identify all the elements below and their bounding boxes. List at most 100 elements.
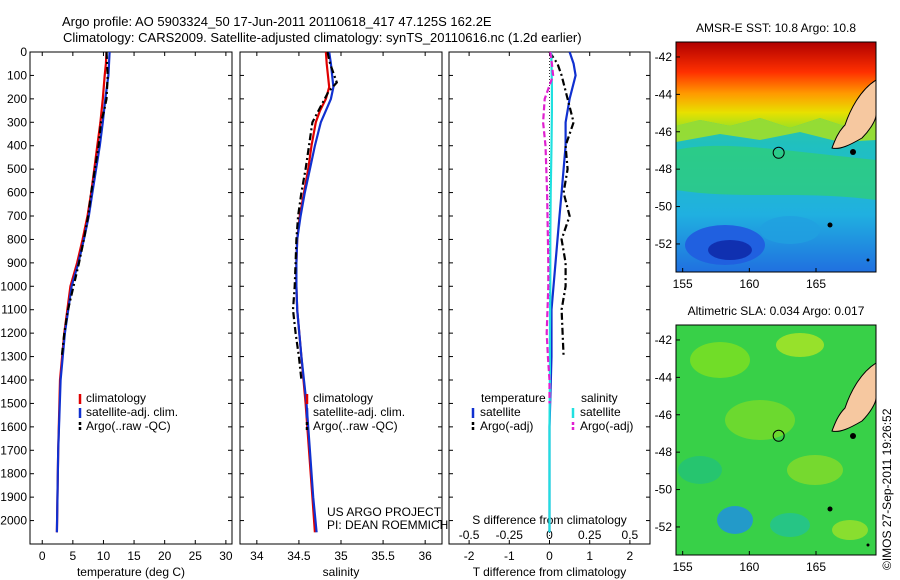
y-tick-label: 1300 [0, 350, 27, 364]
x2-tick-label: -0.25 [496, 528, 524, 542]
y-tick-label: 1400 [0, 373, 27, 387]
annotation-text: US ARGO PROJECT [327, 505, 442, 519]
legend-label: climatology [313, 391, 373, 405]
sst-map [675, 41, 877, 273]
map-y-tick-label: -46 [655, 408, 673, 422]
x-tick-label: 34 [250, 549, 264, 563]
map-x-tick-label: 155 [673, 560, 693, 574]
map-y-tick-label: -50 [655, 200, 673, 214]
map-title: Altimetric SLA: 0.034 Argo: 0.017 [688, 304, 865, 318]
x-tick-label: 34.5 [287, 549, 311, 563]
y-tick-label: 800 [7, 232, 27, 246]
legend-label: satellite-adj. clim. [313, 405, 405, 419]
map-y-tick-label: -46 [655, 125, 673, 139]
series-line-argo-raw-qc- [60, 51, 109, 357]
y-tick-label: 1600 [0, 420, 27, 434]
plot-frame [29, 51, 233, 545]
map-y-tick-label: -50 [655, 483, 673, 497]
x-tick-label: 2 [627, 549, 634, 563]
x-tick-label: 5 [70, 549, 77, 563]
legend-label: Argo(-adj) [480, 419, 533, 433]
x2-tick-label: -0.5 [459, 528, 480, 542]
map-y-tick-label: -52 [655, 237, 673, 251]
x-tick-label: 15 [127, 549, 141, 563]
argo-position-marker [772, 146, 785, 159]
map-y-tick-label: -44 [655, 370, 673, 384]
watermark-text: ©IMOS 27-Sep-2011 19:26:52 [880, 408, 894, 570]
panel-salinity: 34 34.5 35 35.5 36 salinity climatologysatelli… [239, 51, 448, 579]
x-axis-label: T difference from climatology [473, 565, 627, 579]
map-x-tick-label: 160 [739, 277, 759, 291]
map-y-tick-label: -42 [655, 50, 673, 64]
y-tick-label: 0 [20, 45, 27, 59]
plot-frame [239, 51, 443, 545]
y-tick-label: 1700 [0, 443, 27, 457]
series-line-salinity-satellite [548, 51, 554, 533]
map-x-tick-label: 155 [673, 277, 693, 291]
x-axis-label: salinity [323, 565, 360, 579]
map-y-tick-label: -48 [655, 162, 673, 176]
map-y-tick-label: -42 [655, 333, 673, 347]
x-tick-label: 30 [219, 549, 233, 563]
y-tick-label: 1100 [1, 303, 27, 317]
y-tick-label: 1000 [0, 279, 27, 293]
panel-temperature: 0 5 10 15 20 25 300100200300400500600700800900… [0, 45, 233, 579]
legend-heading: salinity [581, 391, 618, 405]
legend-label: climatology [86, 391, 146, 405]
argo-position-marker [772, 429, 785, 442]
x-tick-label: 35.5 [371, 549, 395, 563]
y-tick-label: 1900 [0, 490, 27, 504]
y-tick-label: 600 [7, 186, 27, 200]
x-tick-label: -1 [504, 549, 515, 563]
x-tick-label: 0 [39, 549, 46, 563]
x2-tick-label: 0.5 [622, 528, 639, 542]
legend-heading: temperature [481, 391, 546, 405]
y-tick-label: 900 [7, 256, 27, 270]
x-tick-label: 20 [158, 549, 172, 563]
y-tick-label: 1800 [0, 467, 27, 481]
y-tick-label: 2000 [0, 514, 27, 528]
sla-map [675, 324, 877, 556]
legend-label: Argo(-adj) [580, 419, 633, 433]
legend-label: satellite [480, 405, 521, 419]
x-tick-label: 0 [546, 549, 553, 563]
series-line-temperature-argo-adj- [548, 51, 575, 357]
panel-differences: -2 -1 0 1 2-0.5 -0.25 0 0.25 0.5S difference fro… [448, 51, 651, 579]
x-tick-label: 35 [334, 549, 348, 563]
x2-tick-label: 0.25 [578, 528, 602, 542]
map-y-tick-label: -52 [655, 520, 673, 534]
y-tick-label: 100 [7, 68, 27, 82]
legend-label: satellite [580, 405, 621, 419]
map-y-tick-label: -48 [655, 445, 673, 459]
series-line-temperature-satellite [548, 51, 577, 533]
map-x-tick-label: 165 [806, 560, 826, 574]
x-tick-label: 36 [418, 549, 432, 563]
map-axes-2: Altimetric SLA: 0.034 Argo: 0.017 155 160 1… [655, 304, 865, 574]
x-tick-label: 10 [97, 549, 111, 563]
y-tick-label: 300 [7, 115, 27, 129]
x-tick-label: 1 [586, 549, 593, 563]
y-tick-label: 200 [7, 92, 27, 106]
map-x-tick-label: 165 [806, 277, 826, 291]
annotation-text: PI: DEAN ROEMMICH [327, 518, 448, 532]
legend-label: Argo(..raw -QC) [313, 419, 398, 433]
series-line-salinity-argo-adj- [541, 51, 555, 404]
map-axes-1: AMSR-E SST: 10.8 Argo: 10.8 155 160 165 -42 -… [655, 21, 857, 291]
title-line-1: Argo profile: AO 5903324_50 17-Jun-2011 … [62, 14, 492, 29]
y-tick-label: 1500 [0, 396, 27, 410]
title-line-2: Climatology: CARS2009. Satellite-adjuste… [63, 30, 582, 45]
y-tick-label: 400 [7, 139, 27, 153]
x-tick-label: 25 [189, 549, 203, 563]
map-y-tick-label: -44 [655, 87, 673, 101]
y-tick-label: 500 [7, 162, 27, 176]
x-tick-label: -2 [464, 549, 475, 563]
x-axis-label: temperature (deg C) [77, 565, 185, 579]
series-line-argo-raw-qc- [291, 51, 339, 381]
map-x-tick-label: 160 [739, 560, 759, 574]
legend-label: satellite-adj. clim. [86, 405, 178, 419]
y-tick-label: 700 [7, 209, 27, 223]
y-tick-label: 1200 [0, 326, 27, 340]
legend-label: Argo(..raw -QC) [86, 419, 171, 433]
map-title: AMSR-E SST: 10.8 Argo: 10.8 [696, 21, 856, 35]
